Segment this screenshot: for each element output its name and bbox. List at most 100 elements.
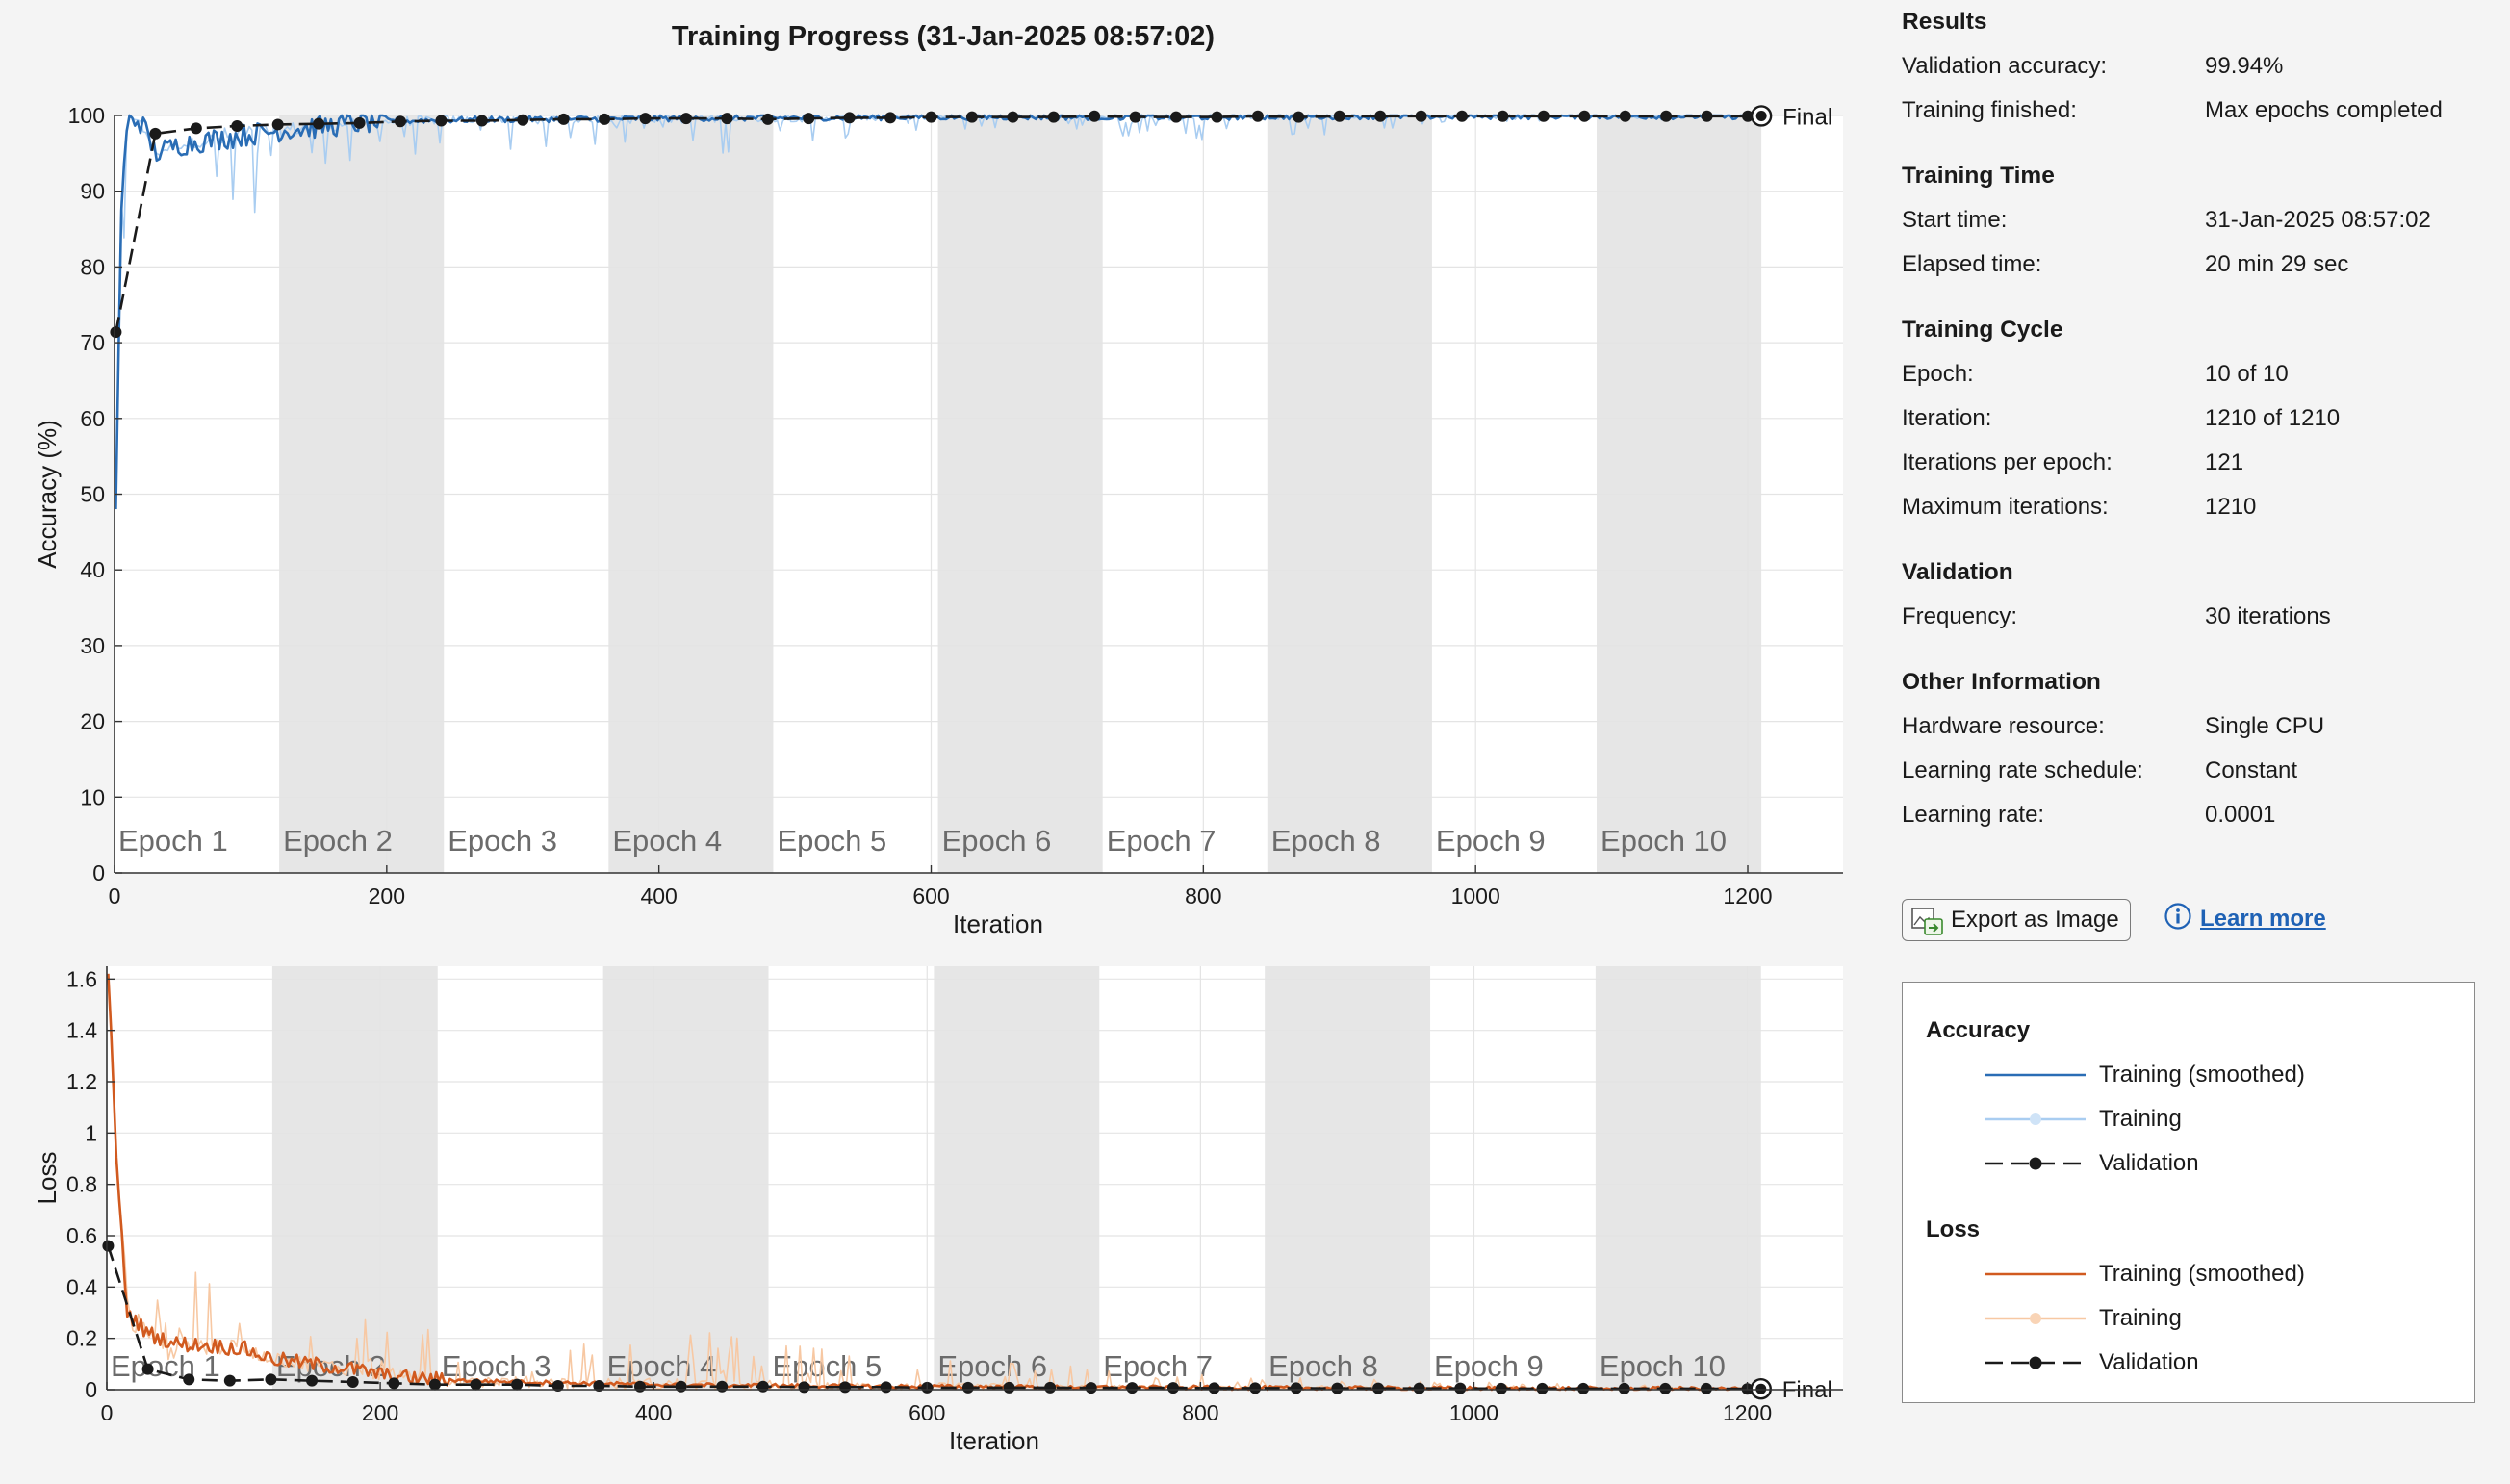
legend-loss-smoothed: Training (smoothed) [1984,1260,2305,1289]
loss-epoch-label: Epoch 9 [1434,1349,1544,1383]
loss-validation-point [1249,1382,1262,1394]
frequency-label: Frequency: [1902,603,2018,629]
accuracy-validation-point [1007,111,1019,123]
loss-validation-point [1166,1382,1179,1394]
loss-x-tick-label: 0 [101,1400,114,1425]
loss-validation-point [388,1377,400,1390]
export-as-image-button[interactable]: Export as Image [1902,899,2131,941]
accuracy-validation-point [639,113,652,125]
legend-loss-training-label: Training [2099,1305,2182,1331]
accuracy-y-axis-label: Accuracy (%) [33,420,62,569]
hardware-value: Single CPU [2205,713,2325,739]
accuracy-y-tick-label: 60 [80,406,105,431]
accuracy-validation-point [394,115,406,128]
accuracy-y-tick-label: 100 [68,103,105,128]
loss-validation-point [633,1380,646,1393]
accuracy-validation-point [313,117,325,130]
accuracy-y-tick-label: 80 [80,254,105,279]
export-button-label: Export as Image [1951,907,2119,933]
loss-validation-point [1413,1382,1425,1394]
accuracy-final-label: Final [1782,104,1832,130]
lr-schedule-row: Learning rate schedule: Constant [1902,756,2498,801]
hardware-row: Hardware resource: Single CPU [1902,712,2498,756]
accuracy-validation-point [557,113,570,125]
accuracy-validation-point [1497,110,1509,122]
accuracy-epoch-label: Epoch 9 [1436,824,1546,857]
start-time-value: 31-Jan-2025 08:57:02 [2205,207,2431,233]
loss-y-tick-label: 0.2 [66,1326,97,1351]
accuracy-validation-point [925,111,937,123]
epoch-label: Epoch: [1902,361,1974,387]
accuracy-validation-point [1047,111,1060,123]
accuracy-y-tick-label: 90 [80,179,105,204]
accuracy-validation-point [1456,110,1469,122]
loss-x-tick-label: 400 [635,1400,672,1425]
loss-validation-point [1044,1381,1057,1394]
legend-loss-smoothed-label: Training (smoothed) [2099,1261,2305,1287]
accuracy-x-tick-label: 600 [912,883,949,908]
iterations-per-epoch-value: 121 [2205,449,2244,475]
accuracy-validation-point [1660,110,1673,122]
training-finished-row: Training finished: Max epochs completed [1902,96,2498,141]
loss-validation-point [798,1381,810,1394]
legend-accuracy-validation-label: Validation [2099,1150,2199,1176]
accuracy-validation-point [884,112,897,124]
frequency-value: 30 iterations [2205,603,2331,629]
accuracy-validation-point [1333,110,1345,122]
loss-epoch-band [1595,966,1761,1390]
training-cycle-heading: Training Cycle [1902,317,2063,343]
lr-schedule-label: Learning rate schedule: [1902,757,2143,783]
loss-validation-point [1454,1382,1467,1394]
validation-accuracy-row: Validation accuracy: 99.94% [1902,52,2498,96]
legend-loss-validation: Validation [1984,1348,2199,1377]
accuracy-y-tick-label: 50 [80,482,105,507]
loss-epoch-band [271,966,438,1390]
legend-accuracy-training-label: Training [2099,1106,2182,1132]
learning-rate-value: 0.0001 [2205,802,2276,828]
accuracy-epoch-label: Epoch 4 [612,824,722,857]
loss-epoch-label: Epoch 8 [1268,1349,1378,1383]
learn-more-link[interactable]: Learn more [2164,902,2326,935]
loss-validation-point [675,1380,687,1393]
loss-validation-point [1290,1382,1302,1394]
loss-y-tick-label: 0.8 [66,1172,97,1197]
accuracy-y-tick-label: 30 [80,633,105,658]
accuracy-validation-point [843,112,856,124]
accuracy-validation-point [1619,110,1631,122]
loss-plot: Epoch 1 Epoch 2 Epoch 3 Epoch 4 Epoch 5 Epoch… [33,966,1843,1455]
accuracy-validation-point [1129,111,1141,123]
loss-validation-point [1536,1382,1549,1394]
loss-validation-point [141,1363,154,1375]
accuracy-x-tick-label: 800 [1185,883,1221,908]
accuracy-final-marker-dot [1755,110,1767,121]
loss-epoch-label: Epoch 10 [1600,1349,1726,1383]
accuracy-y-tick-label: 20 [80,709,105,734]
loss-validation-point [470,1378,482,1391]
learning-rate-row: Learning rate: 0.0001 [1902,801,2498,845]
loss-y-tick-label: 0 [85,1377,97,1402]
loss-x-axis-label: Iteration [949,1426,1039,1455]
loss-epoch-label: Epoch 5 [773,1349,883,1383]
accuracy-x-axis-label: Iteration [953,909,1043,938]
accuracy-validation-point [1374,110,1387,122]
legend-accuracy-validation: Validation [1984,1149,2199,1178]
loss-validation-point [1495,1382,1507,1394]
loss-y-axis-label: Loss [33,1152,62,1205]
legend-accuracy-training: Training [1984,1105,2182,1134]
accuracy-validation-point [353,116,366,129]
legend-loss-training: Training [1984,1304,2182,1333]
accuracy-validation-point [803,113,815,125]
loss-final-marker-dot [1755,1383,1767,1394]
accuracy-validation-point [965,111,978,123]
loss-validation-point [756,1380,769,1393]
loss-validation-point [1208,1382,1220,1394]
legend-loss-validation-label: Validation [2099,1349,2199,1375]
loss-x-tick-label: 800 [1182,1400,1218,1425]
training-time-heading: Training Time [1902,163,2055,189]
export-image-icon [1911,908,1944,943]
loss-validation-point [511,1378,524,1391]
elapsed-time-label: Elapsed time: [1902,251,2042,277]
loss-validation-point [1085,1382,1097,1394]
legend-panel: Accuracy Training (smoothed) Training Va… [1902,982,2475,1403]
accuracy-validation-point [149,127,162,140]
